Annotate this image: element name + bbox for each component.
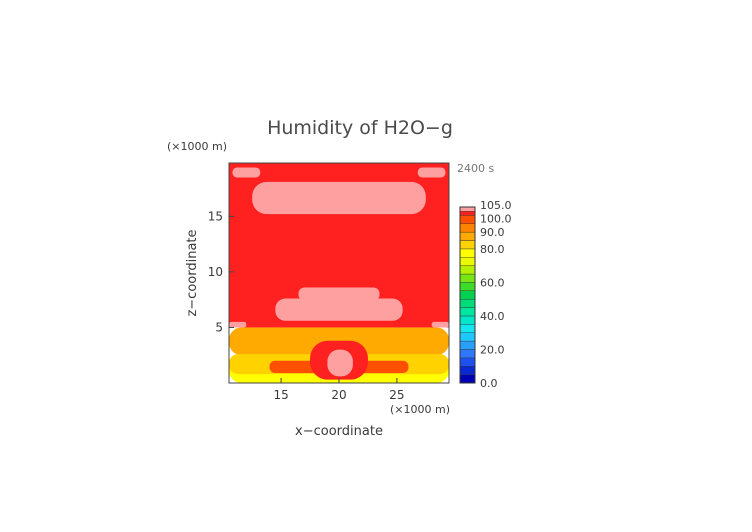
contour-region-5 [298,287,380,301]
x-axis-unit: (×1000 m) [390,403,450,416]
colorbar-tick-label: 0.0 [480,377,498,390]
y-axis-ticks: 5 10 15 [208,209,234,334]
time-label: 2400 s [457,162,494,175]
colorbar-swatch-2 [459,357,476,367]
colorbar-swatch-19 [459,215,476,224]
colorbar-swatch-16 [459,240,476,250]
x-tick-label: 25 [389,388,404,402]
colorbar-swatch-15 [459,248,476,258]
colorbar-frame [459,206,476,384]
colorbar-swatch-14 [459,257,476,266]
colorbar-tick-label: 100.0 [480,212,512,225]
x-tick-label: 20 [331,388,346,402]
colorbar-swatch-12 [459,273,476,283]
colorbar-tick-label: 80.0 [480,243,505,256]
chart-title: Humidity of H2O−g [267,117,453,139]
colorbar-swatch-17 [459,231,476,241]
colorbar-swatch-13 [459,265,476,275]
colorbar-swatch-20 [459,210,476,216]
colorbar-swatch-9 [459,298,476,308]
y-axis-unit: (×1000 m) [167,140,227,153]
y-tick-label: 10 [208,265,223,279]
y-axis-label: z−coordinate [185,229,200,316]
contour-region-7 [431,321,449,328]
contour-region-1 [232,167,261,178]
colorbar-tick-label: 20.0 [480,343,505,356]
colorbar-swatch-7 [459,315,476,325]
x-tick-label: 15 [273,388,288,402]
colorbar-swatch-3 [459,349,476,359]
colorbar-tick-label: 105.0 [480,199,512,212]
colorbar-swatch-6 [459,324,476,333]
colorbar-swatch-0 [459,374,476,384]
contour-plot-area [229,163,449,383]
contour-region-13 [327,349,353,377]
colorbar-swatch-18 [459,223,476,233]
colorbar-swatch-1 [459,366,476,375]
colorbar-swatch-10 [459,290,476,300]
colorbar-swatch-21 [459,206,476,212]
colorbar-swatch-11 [459,282,476,292]
colorbar-tick-label: 60.0 [480,276,505,289]
contour-region-2 [417,167,446,178]
y-tick-label: 5 [215,320,223,334]
y-tick-label: 15 [208,209,223,223]
colorbar-swatch-4 [459,340,476,350]
colorbar-swatch-8 [459,307,476,317]
x-axis-label: x−coordinate [295,424,383,439]
colorbar-swatch-5 [459,332,476,342]
contour-region-4 [275,298,403,321]
colorbar-tick-label: 40.0 [480,310,505,323]
colorbar-tick-label: 90.0 [480,226,505,239]
x-axis-ticks: 15 20 25 [273,378,405,402]
contour-region-6 [229,321,247,328]
contour-region-3 [252,181,426,215]
